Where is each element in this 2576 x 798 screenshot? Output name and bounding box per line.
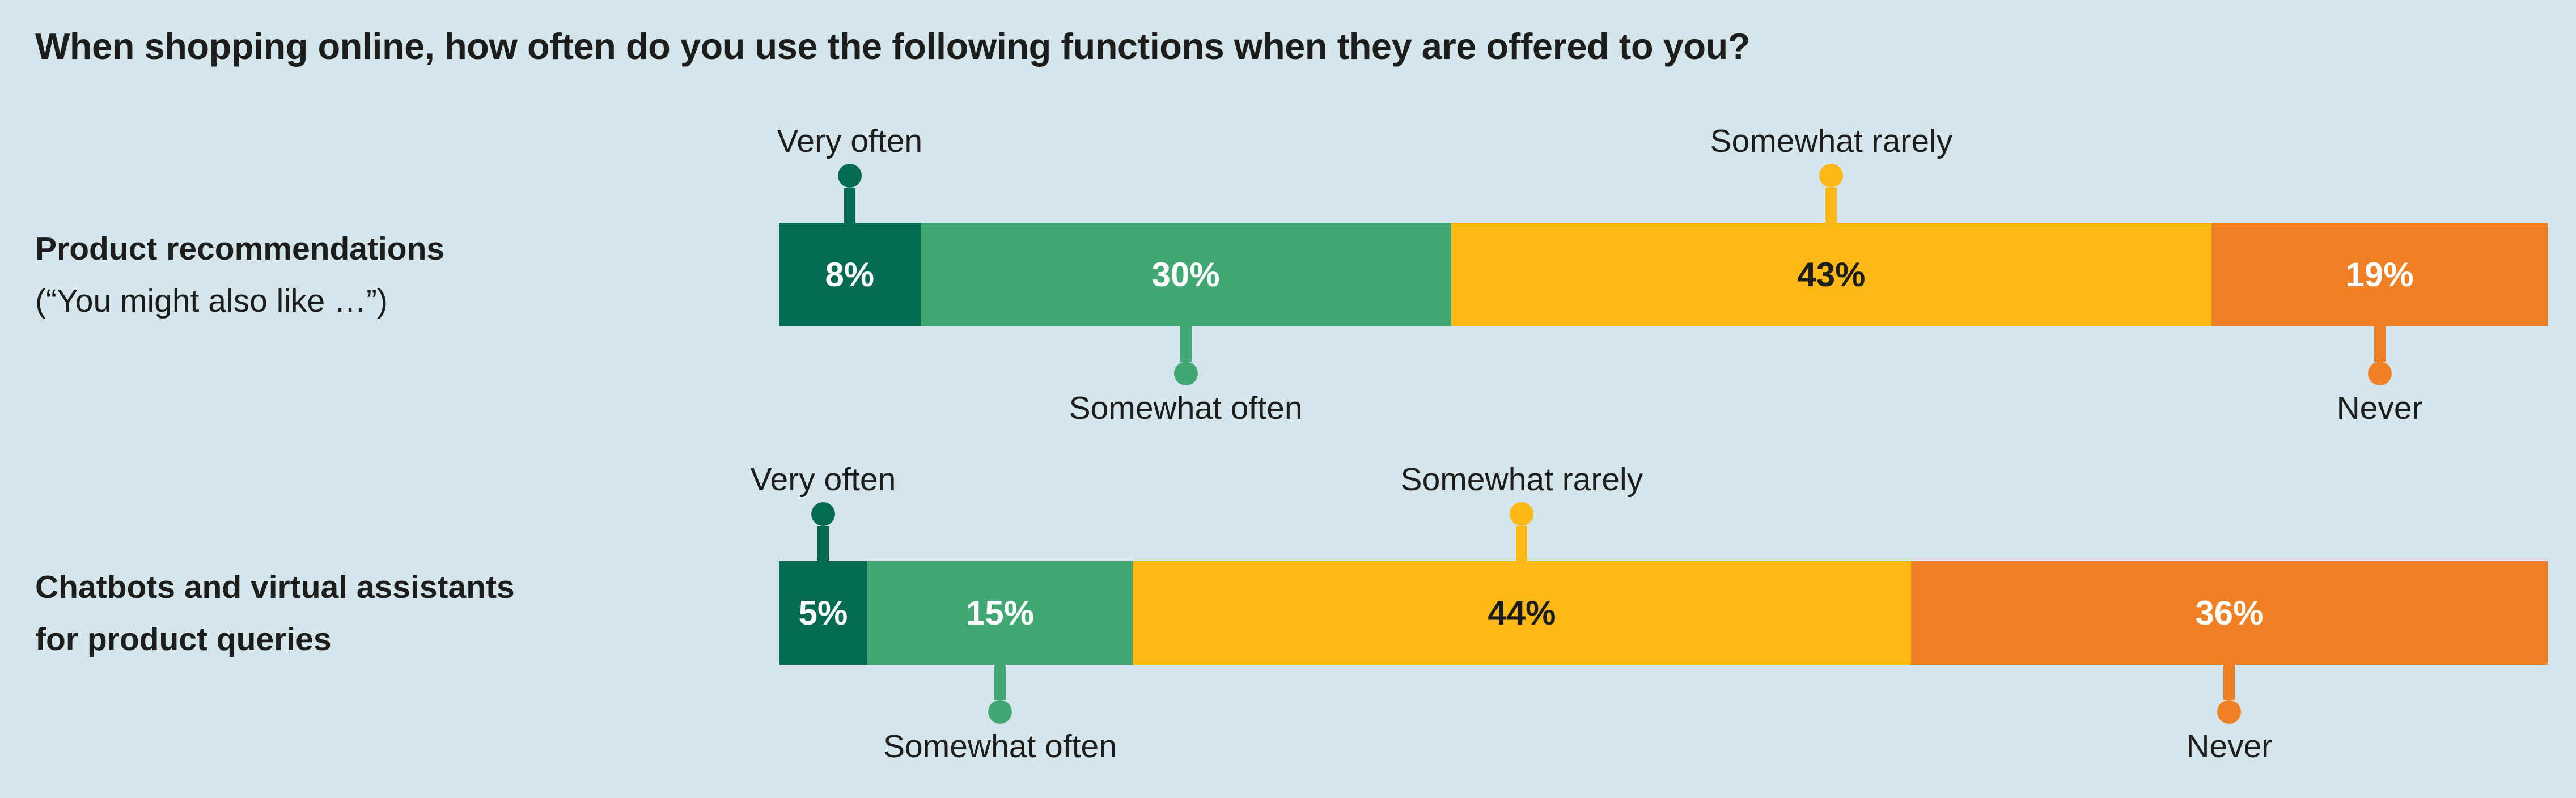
callout-stem [2374, 326, 2386, 362]
row-label-chatbots-and-virtual-assistants: Chatbots and virtual assistants for produ… [35, 561, 744, 665]
segment-never: 36% [1910, 561, 2548, 665]
segment-value-label: 36% [2195, 594, 2264, 632]
callout-label: Never [2186, 728, 2273, 765]
callout-dot-icon [2367, 362, 2392, 385]
segment-very-often: 8% [779, 223, 921, 326]
callout-dot-icon [1510, 502, 1534, 526]
chart-title: When shopping online, how often do you u… [35, 26, 1750, 67]
stacked-bar-row-1: 8% 30% 43% 19% [779, 223, 2548, 326]
callout-somewhat-often: Somewhat often [745, 665, 1255, 763]
callout-dot-icon [988, 700, 1012, 724]
row-label-line: Chatbots and virtual assistants [35, 568, 515, 605]
callout-label: Somewhat often [883, 728, 1117, 765]
callout-label: Somewhat rarely [1400, 461, 1643, 498]
segment-value-label: 19% [2345, 256, 2414, 294]
segment-somewhat-rarely: 43% [1451, 223, 2212, 326]
callout-stem [1516, 526, 1528, 561]
segment-somewhat-rarely: 44% [1133, 561, 1911, 665]
row-label-line: Product recommendations [35, 230, 445, 267]
segment-value-label: 15% [965, 594, 1035, 632]
segment-somewhat-often: 15% [867, 561, 1133, 665]
callout-label: Somewhat often [1069, 390, 1303, 426]
callout-somewhat-often: Somewhat often [931, 326, 1441, 425]
segment-value-label: 5% [798, 594, 848, 632]
callout-label: Somewhat rarely [1710, 123, 1953, 159]
callout-very-often: Very often [568, 462, 1078, 561]
callout-stem [994, 665, 1006, 700]
callout-dot-icon [1819, 164, 1844, 188]
row-label-product-recommendations: Product recommendations (“You might also … [35, 223, 744, 326]
callout-dot-icon [2217, 700, 2242, 724]
stacked-bar-row-2: 5% 15% 44% 36% [779, 561, 2548, 665]
segment-very-often: 5% [779, 561, 867, 665]
callout-never: Never [1974, 665, 2484, 763]
callout-somewhat-rarely: Somewhat rarely [1266, 462, 1777, 561]
callout-dot-icon [811, 502, 835, 526]
segment-value-label: 30% [1151, 256, 1220, 294]
callout-somewhat-rarely: Somewhat rarely [1576, 124, 2086, 223]
callout-stem [2223, 665, 2235, 700]
segment-value-label: 8% [825, 256, 875, 294]
callout-stem [817, 526, 829, 561]
row-label-line: (“You might also like …”) [35, 282, 388, 319]
callout-dot-icon [1173, 362, 1198, 385]
segment-value-label: 44% [1488, 594, 1556, 632]
callout-stem [1825, 188, 1837, 223]
callout-label: Very often [777, 123, 923, 159]
callout-dot-icon [837, 164, 862, 188]
callout-label: Very often [750, 461, 896, 498]
callout-stem [844, 188, 855, 223]
segment-value-label: 43% [1797, 256, 1866, 294]
callout-never: Never [2125, 326, 2576, 425]
row-label-line: for product queries [35, 621, 332, 657]
segment-never: 19% [2211, 223, 2548, 326]
segment-somewhat-often: 30% [920, 223, 1451, 326]
callout-very-often: Very often [595, 124, 1105, 223]
callout-stem [1180, 326, 1192, 362]
callout-label: Never [2336, 390, 2423, 426]
